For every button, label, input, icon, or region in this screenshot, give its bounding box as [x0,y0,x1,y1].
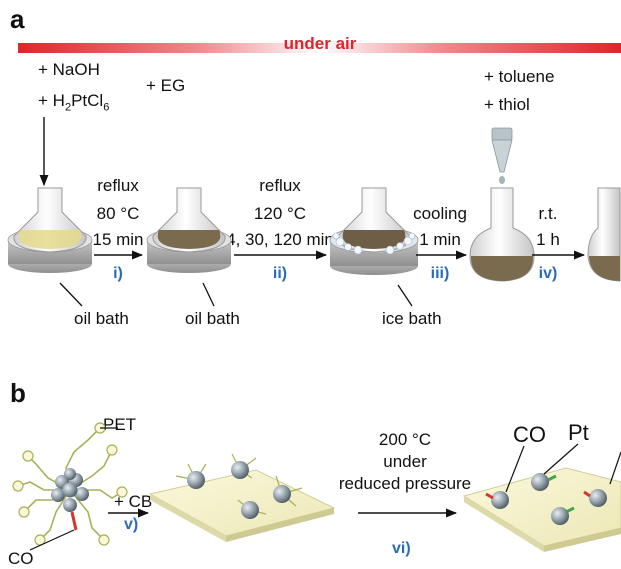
co-label-left: CO [8,549,34,568]
ice-bath-leader [397,284,413,307]
flask-2 [152,187,226,253]
step-v: v) [124,516,139,533]
step1-line1: reflux [97,176,139,195]
pet-label: PET [103,415,137,434]
reagent-thiol: + thiol [484,95,530,114]
edge-leader [609,451,621,485]
step4-line2: 1 h [536,230,560,249]
co-label-right: CO [513,422,546,447]
cond-reduced-pressure: reduced pressure [338,474,472,493]
h2ptcl6-sub1: 2 [64,101,72,114]
flask-5 [587,187,621,282]
h2ptcl6-prefix: + H [38,91,65,110]
oil-bath-label-2: oil bath [185,309,240,328]
step3-number: iii) [430,265,450,282]
co-right-leader [505,445,525,493]
step2-line2: 120 °C [253,204,307,223]
ice-cubes [332,232,416,255]
reagent-eg: + EG [146,76,186,95]
oil-bath-1-leader [59,282,83,307]
under-air-bar [18,43,621,53]
ligand-phenyl-rings [12,422,128,546]
pt-leader [543,443,579,475]
reagent-naoh: + NaOH [38,60,100,79]
step-vi: vi) [392,540,411,557]
step3-line2: 1 min [419,230,461,249]
flask-3 [337,187,411,253]
oil-bath-2-leader [202,282,215,307]
h2ptcl6-sub2: 6 [103,101,110,114]
oil-bath-label-1: oil bath [74,309,129,328]
flask-1 [13,187,87,253]
pt-label: Pt [568,420,589,445]
h2ptcl6-mid: PtCl [71,91,104,110]
panel-a-letter: a [10,4,25,34]
co-left-leader [29,529,75,551]
step4-number: iv) [538,265,558,282]
step1-line3: 15 min [92,230,144,249]
step1-line2: 80 °C [96,204,140,223]
cond-under: under [383,452,427,471]
cluster-atoms [51,468,89,512]
step1-number: i) [113,265,123,282]
under-air-label: under air [283,34,357,53]
supported-clusters-1 [175,453,303,519]
ice-bath-label: ice bath [382,309,442,328]
dropper-icon [491,127,513,184]
cond-temp: 200 °C [378,430,432,449]
step3-line1: cooling [413,204,467,223]
reagent-h2ptcl6: + H2PtCl6 [38,91,109,113]
step2-line1: reflux [259,176,301,195]
flask-4 [469,187,535,282]
step2-line3: 4, 30, 120 min [226,230,334,249]
supported-clusters-2 [485,473,607,525]
step4-line1: r.t. [538,204,558,223]
step2-number: ii) [272,265,288,282]
panel-b-letter: b [10,378,26,408]
co-ligand-left [70,511,78,531]
reagent-toluene: + toluene [484,67,555,86]
